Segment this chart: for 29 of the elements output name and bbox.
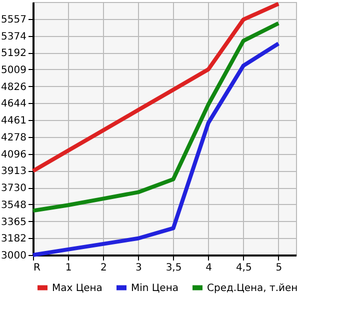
y-tick-label: 4096 <box>1 149 26 160</box>
y-tick-label: 5557 <box>1 14 26 26</box>
x-tick-label: R <box>34 262 40 274</box>
y-tick-label: 3730 <box>1 183 26 194</box>
y-tick-label: 5192 <box>1 48 26 60</box>
y-tick-label: 3182 <box>1 234 26 245</box>
y-tick-label: 3548 <box>1 200 26 211</box>
x-tick-label: 4 <box>206 262 212 274</box>
y-tick-label: 4278 <box>1 132 26 144</box>
y-tick-label: 3000 <box>1 250 26 262</box>
x-tick-label: 3,5 <box>166 262 182 274</box>
legend-label: Min Цена <box>131 282 179 294</box>
legend-label: Сред.Цена, т.йен <box>207 282 298 294</box>
line-series <box>31 21 280 213</box>
legend-label: Max Цена <box>52 282 102 294</box>
y-tick-label: 3913 <box>1 166 26 178</box>
y-tick-label: 4461 <box>1 116 26 127</box>
x-tick-label: 1 <box>65 262 72 274</box>
y-tick-label: 5374 <box>1 31 26 42</box>
x-tick-label: 4,5 <box>236 262 252 274</box>
y-tick-label: 5009 <box>1 64 26 76</box>
x-tick-label: 5 <box>276 262 282 274</box>
y-tick-label: 4644 <box>1 98 26 110</box>
line-series <box>31 42 280 257</box>
x-tick-label: 3 <box>136 262 142 274</box>
y-tick-label: 4826 <box>1 82 26 93</box>
y-tick-label: 3365 <box>1 216 26 228</box>
x-tick-label: 2 <box>100 262 107 274</box>
line-series <box>31 2 280 173</box>
